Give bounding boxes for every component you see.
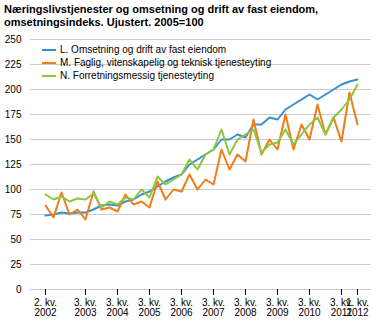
svg-text:225: 225 <box>5 59 22 70</box>
svg-text:125: 125 <box>5 159 22 170</box>
svg-text:200: 200 <box>5 84 22 95</box>
svg-text:3. kv.2007: 3. kv.2007 <box>202 297 225 318</box>
svg-text:3. kv.2004: 3. kv.2004 <box>106 297 129 318</box>
svg-text:3. kv.2010: 3. kv.2010 <box>298 297 321 318</box>
svg-text:75: 75 <box>10 209 22 220</box>
svg-text:3. kv.2006: 3. kv.2006 <box>170 297 193 318</box>
svg-text:0: 0 <box>16 284 22 295</box>
svg-text:1. kv.2012: 1. kv.2012 <box>346 297 369 318</box>
svg-text:3. kv.2008: 3. kv.2008 <box>234 297 257 318</box>
svg-text:150: 150 <box>5 134 22 145</box>
svg-text:100: 100 <box>5 184 22 195</box>
svg-text:250: 250 <box>5 34 22 45</box>
svg-text:3. kv.2003: 3. kv.2003 <box>74 297 97 318</box>
svg-text:2. kv.2002: 2. kv.2002 <box>34 297 57 318</box>
svg-text:25: 25 <box>10 259 22 270</box>
svg-text:175: 175 <box>5 109 22 120</box>
svg-text:3. kv.2005: 3. kv.2005 <box>138 297 161 318</box>
svg-text:50: 50 <box>10 234 22 245</box>
svg-text:3. kv.2009: 3. kv.2009 <box>266 297 289 318</box>
